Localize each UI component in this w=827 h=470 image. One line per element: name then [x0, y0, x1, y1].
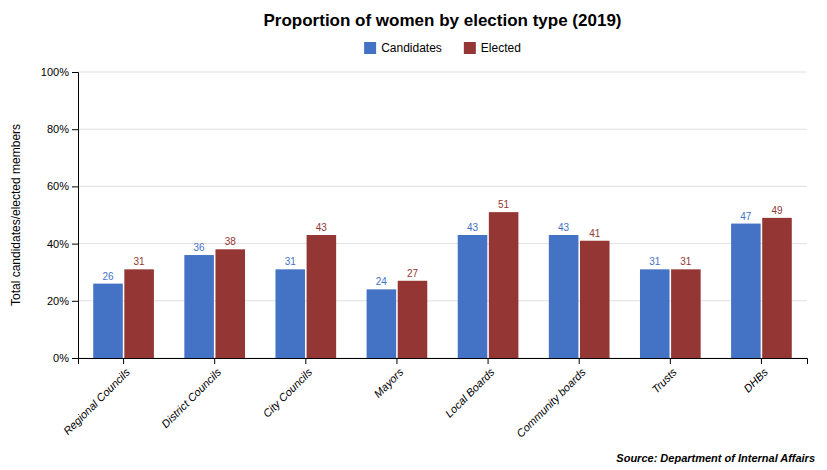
y-tick-label: 80%: [47, 123, 69, 135]
bar: [124, 269, 154, 358]
grid-line: [78, 243, 807, 244]
x-tick: Local Boards: [443, 358, 497, 420]
x-tick-label: Community boards: [514, 366, 588, 440]
bar: [275, 269, 305, 358]
data-label: 36: [194, 242, 206, 253]
x-tick-label: Trusts: [649, 366, 679, 396]
grid-line: [78, 129, 807, 130]
x-tick-label: Regional Councils: [61, 366, 133, 438]
title: Proportion of women by election type (20…: [264, 11, 622, 30]
bar: [367, 289, 397, 358]
x-tick: Mayors: [372, 358, 406, 400]
bar: [580, 241, 610, 358]
y-tick-label: 0%: [53, 352, 69, 364]
bar: [215, 249, 245, 358]
x-tick-mark: [305, 358, 306, 364]
legend-swatch: [364, 42, 376, 54]
x-tick-label: DHBs: [741, 366, 770, 395]
data-label: 47: [740, 211, 752, 222]
bars: [93, 212, 792, 358]
data-labels: 26 36 31 24 43 43 31 47 31 38 43 27 51 41 31 49: [102, 199, 783, 287]
y-tick: 0%: [53, 352, 78, 364]
y-tick-label: 20%: [47, 295, 69, 307]
data-label: 43: [316, 222, 328, 233]
legend: Candidates Elected: [364, 41, 521, 55]
x-tick-mark: [214, 358, 215, 364]
data-label: 31: [680, 256, 692, 267]
data-label: 31: [649, 256, 661, 267]
data-label: 31: [134, 256, 146, 267]
y-tick: 20%: [47, 295, 78, 307]
y-tick: 40%: [47, 238, 78, 250]
legend-item: Elected: [464, 41, 521, 55]
x-tick-mark: [670, 358, 671, 364]
y-tick-mark: [72, 301, 78, 302]
bar: [671, 269, 701, 358]
x-tick: DHBs: [741, 358, 770, 395]
x-tick-label: Mayors: [372, 365, 406, 399]
data-label: 38: [225, 236, 237, 247]
bar: [307, 235, 337, 358]
x-axis: Regional Councils District Councils City C…: [61, 358, 808, 440]
y-tick: 100%: [41, 66, 78, 78]
chart: 0% 20% 40% 60% 80% 100% Regional Councils Distr…: [0, 0, 827, 470]
data-label: 43: [558, 222, 570, 233]
bar: [549, 235, 579, 358]
y-axis: 0% 20% 40% 60% 80% 100%: [41, 66, 79, 364]
annotation: Source: Department of Internal Affairs: [616, 452, 815, 464]
data-label: 49: [771, 205, 783, 216]
y-tick-mark: [72, 72, 78, 73]
bar: [184, 255, 214, 358]
x-tick-mark: [123, 358, 124, 364]
x-tick: Trusts: [649, 358, 679, 395]
y-tick-mark: [72, 358, 78, 359]
x-tick-mark: [579, 358, 580, 364]
legend-item: Candidates: [364, 41, 442, 55]
bar: [731, 224, 761, 358]
y-tick-mark: [72, 244, 78, 245]
data-label: 26: [102, 271, 114, 282]
y-axis-line: [72, 73, 79, 359]
y-tick: 80%: [47, 123, 78, 135]
data-label: 41: [589, 228, 601, 239]
y-tick-label: 60%: [47, 180, 69, 192]
y-axis-title: Total candidates/elected members: [9, 124, 23, 306]
data-label: 27: [407, 268, 419, 279]
x-tick: Community boards: [514, 358, 588, 440]
data-label: 51: [498, 199, 510, 210]
bar: [93, 284, 123, 358]
y-tick-mark: [72, 129, 78, 130]
y-tick: 60%: [47, 180, 78, 192]
bar: [762, 218, 792, 358]
data-label: 24: [376, 276, 388, 287]
legend-label: Candidates: [381, 41, 442, 55]
x-tick-mark: [396, 358, 397, 364]
bar: [398, 281, 428, 358]
grid-line: [78, 186, 807, 187]
x-tick-label: District Councils: [159, 366, 224, 431]
x-tick-label: Local Boards: [443, 366, 497, 420]
grid-line: [78, 72, 807, 73]
grid: [78, 72, 807, 358]
bar: [640, 269, 670, 358]
x-tick-mark: [488, 358, 489, 364]
x-tick-label: City Councils: [260, 365, 314, 419]
bar: [458, 235, 488, 358]
bar: [489, 212, 519, 358]
legend-label: Elected: [481, 41, 521, 55]
x-tick-mark: [761, 358, 762, 364]
x-tick: Regional Councils: [61, 358, 133, 437]
y-tick-label: 40%: [47, 238, 69, 250]
data-label: 43: [467, 222, 479, 233]
x-tick: District Councils: [159, 358, 224, 430]
y-tick-mark: [72, 186, 78, 187]
y-tick-label: 100%: [41, 66, 69, 78]
x-tick: City Councils: [260, 358, 314, 420]
data-label: 31: [285, 256, 297, 267]
plot: 0% 20% 40% 60% 80% 100% Regional Councils Distr…: [41, 66, 808, 440]
x-axis-line: [79, 359, 808, 365]
legend-swatch: [464, 42, 476, 54]
